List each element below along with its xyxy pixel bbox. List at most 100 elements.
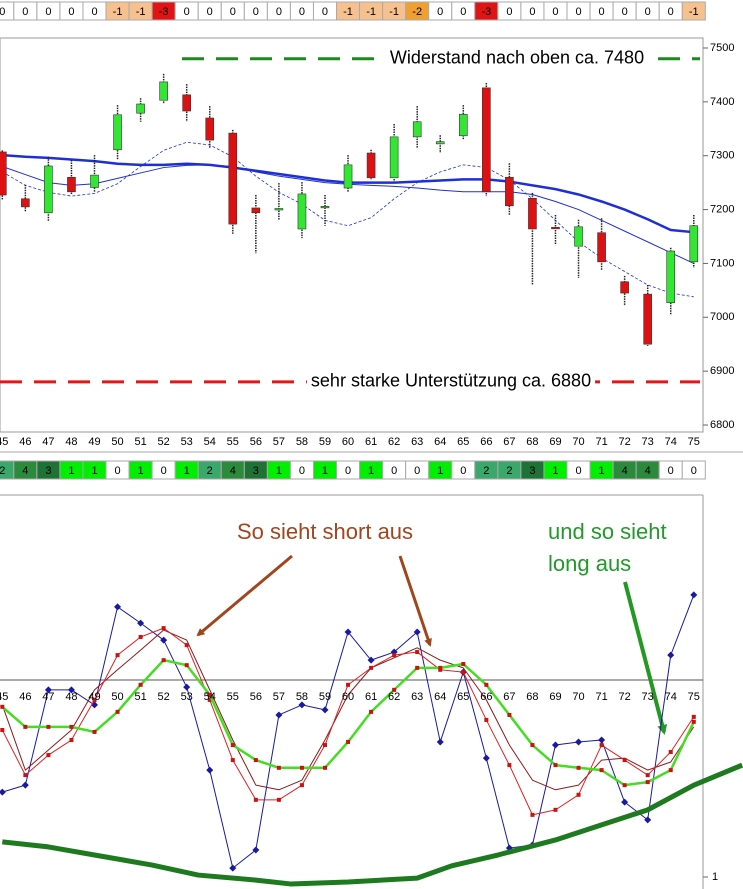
x-tick-label: 59 bbox=[319, 691, 331, 703]
candle-body bbox=[136, 103, 145, 114]
x-tick-label: 67 bbox=[503, 691, 515, 703]
candle-body bbox=[21, 198, 30, 208]
cell-label: 0 bbox=[575, 6, 581, 18]
x-tick-label: 48 bbox=[65, 436, 77, 448]
x-tick-label: 65 bbox=[457, 436, 469, 448]
marker bbox=[484, 717, 489, 722]
cell-label: -1 bbox=[343, 6, 353, 18]
y-tick-label: 1 bbox=[712, 871, 718, 883]
candle-body bbox=[666, 250, 676, 304]
marker bbox=[207, 692, 212, 697]
marker bbox=[46, 724, 51, 729]
x-tick-label: 56 bbox=[250, 436, 262, 448]
marker bbox=[346, 682, 351, 687]
cell-label: 0 bbox=[460, 465, 466, 477]
cell-label: 0 bbox=[460, 6, 466, 18]
cell-label: 0 bbox=[253, 6, 259, 18]
cell-label: 1 bbox=[68, 465, 74, 477]
marker bbox=[482, 754, 490, 762]
cell-label: 0 bbox=[45, 6, 51, 18]
marker bbox=[484, 682, 489, 687]
cell-label: 0 bbox=[575, 465, 581, 477]
x-tick-label: 65 bbox=[457, 691, 469, 703]
marker bbox=[67, 686, 75, 694]
y-tick-label: 7500 bbox=[710, 42, 734, 54]
marker bbox=[229, 864, 237, 872]
cell-label: -1 bbox=[689, 6, 699, 18]
x-tick-label: 73 bbox=[642, 691, 654, 703]
candle-body bbox=[113, 114, 122, 151]
x-tick-label: 45 bbox=[0, 691, 8, 703]
cell-label: 0 bbox=[552, 6, 558, 18]
marker bbox=[23, 773, 28, 778]
marker bbox=[553, 807, 558, 812]
marker bbox=[392, 653, 397, 658]
annotation: und so sieht bbox=[548, 519, 667, 544]
marker bbox=[253, 758, 258, 763]
x-tick-label: 60 bbox=[342, 436, 354, 448]
marker bbox=[276, 765, 281, 770]
cell bbox=[681, 460, 706, 480]
cell-label: 0 bbox=[668, 6, 674, 18]
x-tick-label: 63 bbox=[411, 691, 423, 703]
cell-label: 0 bbox=[114, 465, 120, 477]
x-tick-label: 54 bbox=[204, 436, 216, 448]
x-tick-label: 74 bbox=[665, 436, 677, 448]
marker bbox=[206, 766, 214, 774]
cell-label: -1 bbox=[136, 6, 146, 18]
y-tick-label: 7000 bbox=[710, 311, 734, 323]
cell-label: 0 bbox=[91, 6, 97, 18]
marker bbox=[507, 712, 512, 717]
marker bbox=[530, 812, 535, 817]
marker bbox=[230, 743, 235, 748]
marker bbox=[252, 846, 260, 854]
x-tick-label: 48 bbox=[65, 691, 77, 703]
candle-body bbox=[67, 176, 76, 193]
x-tick-label: 70 bbox=[572, 691, 584, 703]
x-tick-label: 50 bbox=[111, 691, 123, 703]
cell-label: 4 bbox=[22, 465, 28, 477]
marker bbox=[299, 783, 304, 788]
price-frame bbox=[0, 37, 704, 433]
cell-label: 1 bbox=[599, 465, 605, 477]
x-tick-label: 52 bbox=[158, 691, 170, 703]
x-tick-label: 72 bbox=[619, 691, 631, 703]
candle-body bbox=[389, 136, 399, 179]
x-tick-label: 62 bbox=[388, 691, 400, 703]
cell-label: 3 bbox=[45, 465, 51, 477]
x-tick-label: 75 bbox=[688, 436, 700, 448]
candle-body bbox=[597, 232, 606, 263]
candle-body bbox=[435, 141, 445, 145]
x-tick-label: 47 bbox=[42, 691, 54, 703]
marker bbox=[276, 797, 281, 802]
x-tick-label: 58 bbox=[296, 436, 308, 448]
marker bbox=[161, 626, 166, 631]
cell-label: 4 bbox=[230, 465, 236, 477]
marker bbox=[299, 765, 304, 770]
marker bbox=[645, 780, 650, 785]
x-tick-label: 46 bbox=[19, 436, 31, 448]
marker bbox=[551, 741, 559, 749]
marker bbox=[505, 844, 513, 852]
marker bbox=[114, 603, 122, 611]
marker bbox=[160, 636, 168, 644]
marker bbox=[599, 743, 604, 748]
cell-label: 0 bbox=[0, 6, 5, 18]
cell-label: 1 bbox=[184, 465, 190, 477]
marker bbox=[183, 683, 191, 691]
marker bbox=[622, 783, 627, 788]
cell-label: 0 bbox=[161, 465, 167, 477]
cell-label: 0 bbox=[68, 6, 74, 18]
y-tick-label: 7100 bbox=[710, 257, 734, 269]
x-tick-label: 60 bbox=[342, 691, 354, 703]
marker bbox=[668, 749, 673, 754]
candle-body bbox=[44, 165, 53, 214]
cell-label: 0 bbox=[691, 465, 697, 477]
arrow bbox=[623, 581, 668, 735]
x-tick-label: 61 bbox=[365, 691, 377, 703]
cell-label: 1 bbox=[552, 465, 558, 477]
marker bbox=[438, 665, 443, 670]
marker bbox=[369, 665, 374, 670]
cell-label: 0 bbox=[299, 465, 305, 477]
candle-body bbox=[528, 197, 537, 230]
